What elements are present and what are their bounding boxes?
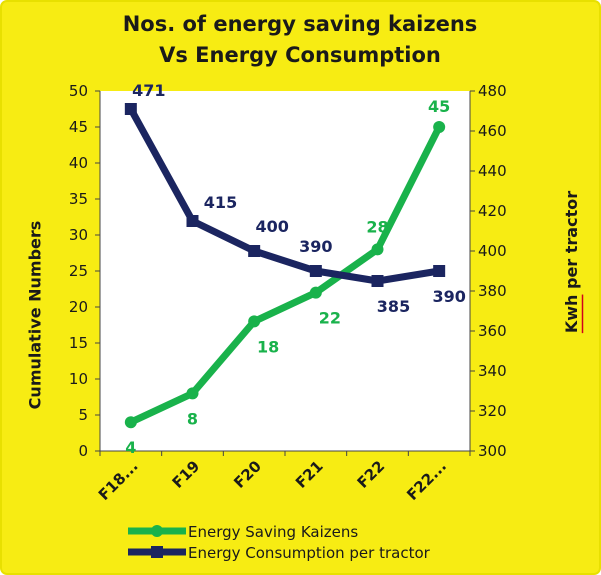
left-tick-label: 35: [69, 190, 88, 208]
left-tick-label: 15: [69, 334, 88, 352]
point-energy-consumption: [248, 245, 261, 257]
data-label-energy-saving-kaizens: 8: [187, 409, 198, 428]
legend-marker-navy: [151, 546, 163, 558]
left-tick-label: 20: [69, 298, 88, 316]
right-tick-label: 300: [478, 442, 507, 460]
point-energy-consumption: [309, 265, 322, 277]
data-label-energy-consumption: 471: [132, 81, 165, 100]
data-label-energy-consumption: 390: [299, 237, 332, 256]
point-energy-saving-kaizens: [248, 315, 261, 328]
data-label-energy-saving-kaizens: 45: [428, 97, 450, 116]
point-energy-saving-kaizens: [186, 387, 199, 400]
legend-label-navy: Energy Consumption per tractor: [188, 544, 431, 562]
data-labels-layer: 4 8 18 22 28 45 471 415 400 390 385 390: [125, 81, 466, 457]
point-energy-saving-kaizens: [124, 416, 137, 429]
right-axis-title-unit: Kwh: [562, 295, 581, 334]
plot-area: [100, 91, 470, 451]
left-tick-label: 50: [69, 82, 88, 100]
left-tick-label: 10: [69, 370, 88, 388]
legend: Energy Saving Kaizens Energy Consumption…: [128, 523, 431, 562]
right-tick-label: 420: [478, 202, 507, 220]
point-energy-saving-kaizens: [433, 121, 446, 133]
series-line-energy-saving-kaizens: [127, 123, 443, 426]
data-label-energy-consumption: 390: [432, 287, 465, 306]
right-tick-label: 320: [478, 402, 507, 420]
legend-marker-green: [151, 525, 163, 537]
point-energy-saving-kaizens: [309, 286, 322, 299]
left-tick-label: 5: [78, 406, 88, 424]
point-energy-consumption: [371, 275, 384, 287]
point-energy-saving-kaizens: [371, 243, 384, 256]
point-energy-consumption: [433, 265, 446, 277]
right-tick-label: 400: [478, 242, 507, 260]
left-tick-label: 0: [78, 442, 88, 460]
data-label-energy-saving-kaizens: 28: [366, 217, 388, 236]
chart-title-line-1: Nos. of energy saving kaizens: [123, 12, 478, 36]
right-tick-label: 460: [478, 122, 507, 140]
point-energy-consumption: [186, 215, 199, 227]
data-label-energy-saving-kaizens: 18: [257, 337, 279, 356]
series-line-energy-consumption: [127, 105, 443, 285]
left-axis: 0 5 10 15 20 25 30 35 40 45 50: [69, 82, 101, 460]
data-label-energy-consumption: 400: [255, 217, 288, 236]
right-tick-label: 480: [478, 82, 507, 100]
left-tick-label: 25: [69, 262, 88, 280]
data-label-energy-consumption: 385: [377, 297, 410, 316]
chart-title-line-2: Vs Energy Consumption: [159, 43, 441, 67]
legend-label-green: Energy Saving Kaizens: [188, 523, 358, 541]
left-tick-label: 30: [69, 226, 88, 244]
left-tick-label: 40: [69, 154, 88, 172]
data-label-energy-saving-kaizens: 4: [125, 438, 136, 457]
data-label-energy-consumption: 415: [204, 193, 237, 212]
series-layer: [124, 103, 446, 429]
right-tick-label: 340: [478, 362, 507, 380]
data-label-energy-saving-kaizens: 22: [319, 309, 341, 328]
left-axis-title: Cumulative Numbers: [26, 221, 45, 410]
right-tick-label: 380: [478, 282, 507, 300]
right-axis-title-rest: per tractor: [562, 191, 581, 295]
right-tick-label: 360: [478, 322, 507, 340]
left-tick-label: 45: [69, 118, 88, 136]
point-energy-consumption: [124, 103, 137, 115]
right-axis: 300 320 340 360 380 400 420 440 460 480: [469, 82, 507, 460]
right-tick-label: 440: [478, 162, 507, 180]
right-axis-title: Kwh per tractor: [562, 191, 581, 333]
